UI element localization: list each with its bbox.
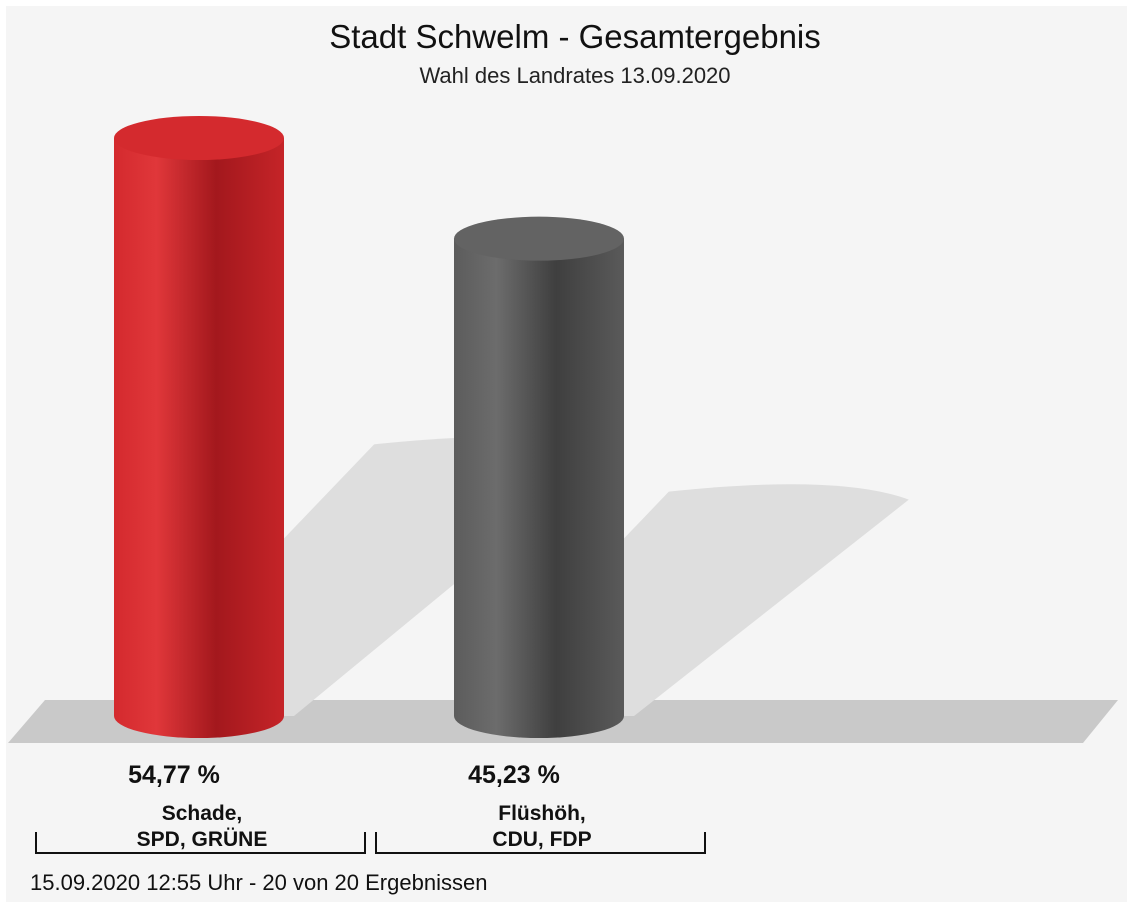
bar-top	[454, 216, 624, 261]
data-label: 54,77 %	[128, 761, 220, 789]
category-label: Schade,	[162, 802, 243, 825]
category-label: Flüshöh,	[498, 802, 586, 825]
category-bracket	[375, 832, 706, 854]
chart-title: Stadt Schwelm - Gesamtergebnis	[329, 18, 821, 55]
category-label: CDU, FDP	[492, 828, 591, 851]
bar	[114, 138, 284, 738]
data-label: 45,23 %	[468, 761, 560, 789]
bar	[454, 238, 624, 739]
category-bracket	[35, 832, 366, 854]
footer-status: 15.09.2020 12:55 Uhr - 20 von 20 Ergebni…	[30, 870, 487, 895]
category-label: SPD, GRÜNE	[137, 828, 268, 851]
bar-labels: 54,77 % Schade, SPD, GRÜNE 45,23 % Flüshöh, C…	[35, 761, 706, 854]
bar-top	[114, 116, 284, 160]
chart-subtitle: Wahl des Landrates 13.09.2020	[419, 63, 730, 88]
bars	[114, 116, 624, 739]
